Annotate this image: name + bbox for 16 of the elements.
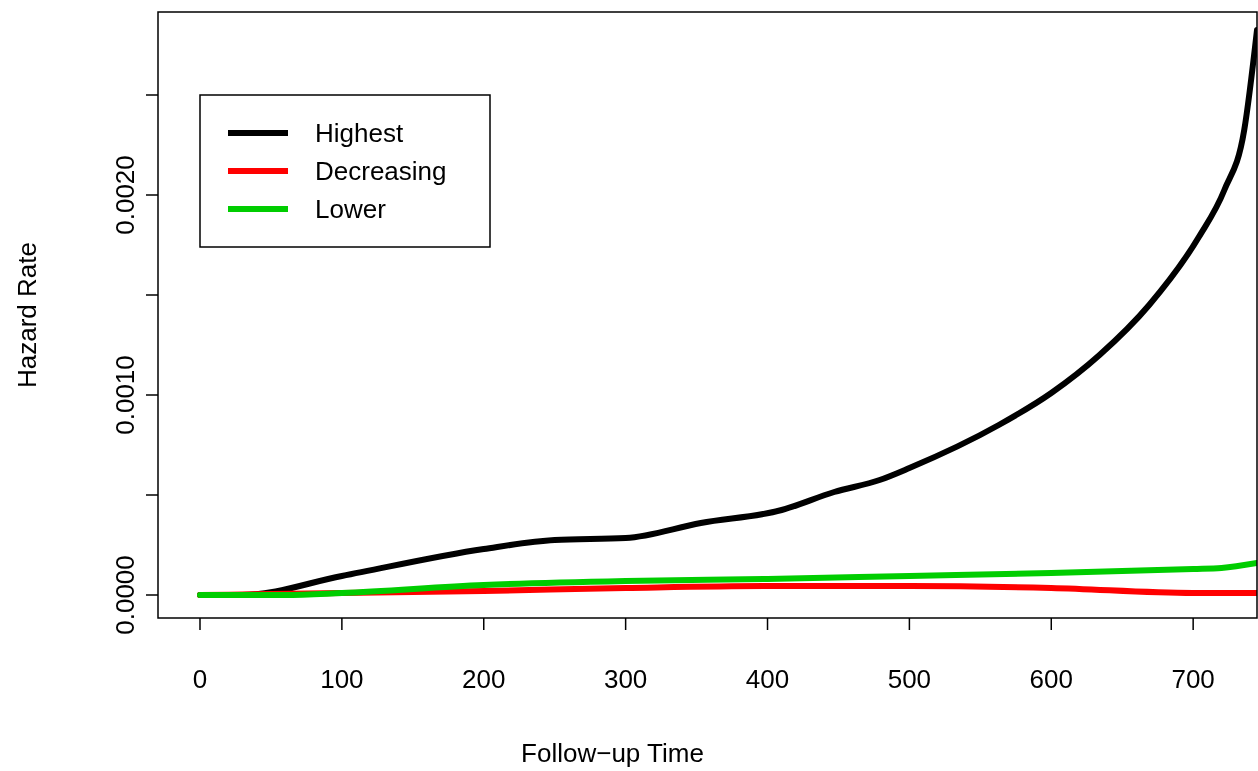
x-tick-label: 700: [1171, 664, 1215, 694]
y-axis-title: Hazard Rate: [12, 242, 42, 388]
legend-label: Lower: [315, 194, 387, 224]
x-tick-label: 400: [745, 664, 790, 694]
y-tick-label: 0.0020: [110, 155, 140, 235]
y-tick-label: 0.0010: [110, 355, 140, 435]
x-tick-label: 500: [887, 664, 932, 694]
legend-label: Decreasing: [315, 156, 447, 186]
y-tick-label: 0.0000: [110, 555, 140, 635]
x-axis-title: Follow−up Time: [521, 738, 704, 768]
x-tick-label: 300: [603, 664, 648, 694]
x-tick-label: 0: [192, 664, 208, 694]
x-tick-label: 600: [1029, 664, 1073, 694]
legend-label: Highest: [315, 118, 404, 148]
x-tick-label: 100: [320, 664, 364, 694]
x-tick-label: 200: [462, 664, 506, 694]
